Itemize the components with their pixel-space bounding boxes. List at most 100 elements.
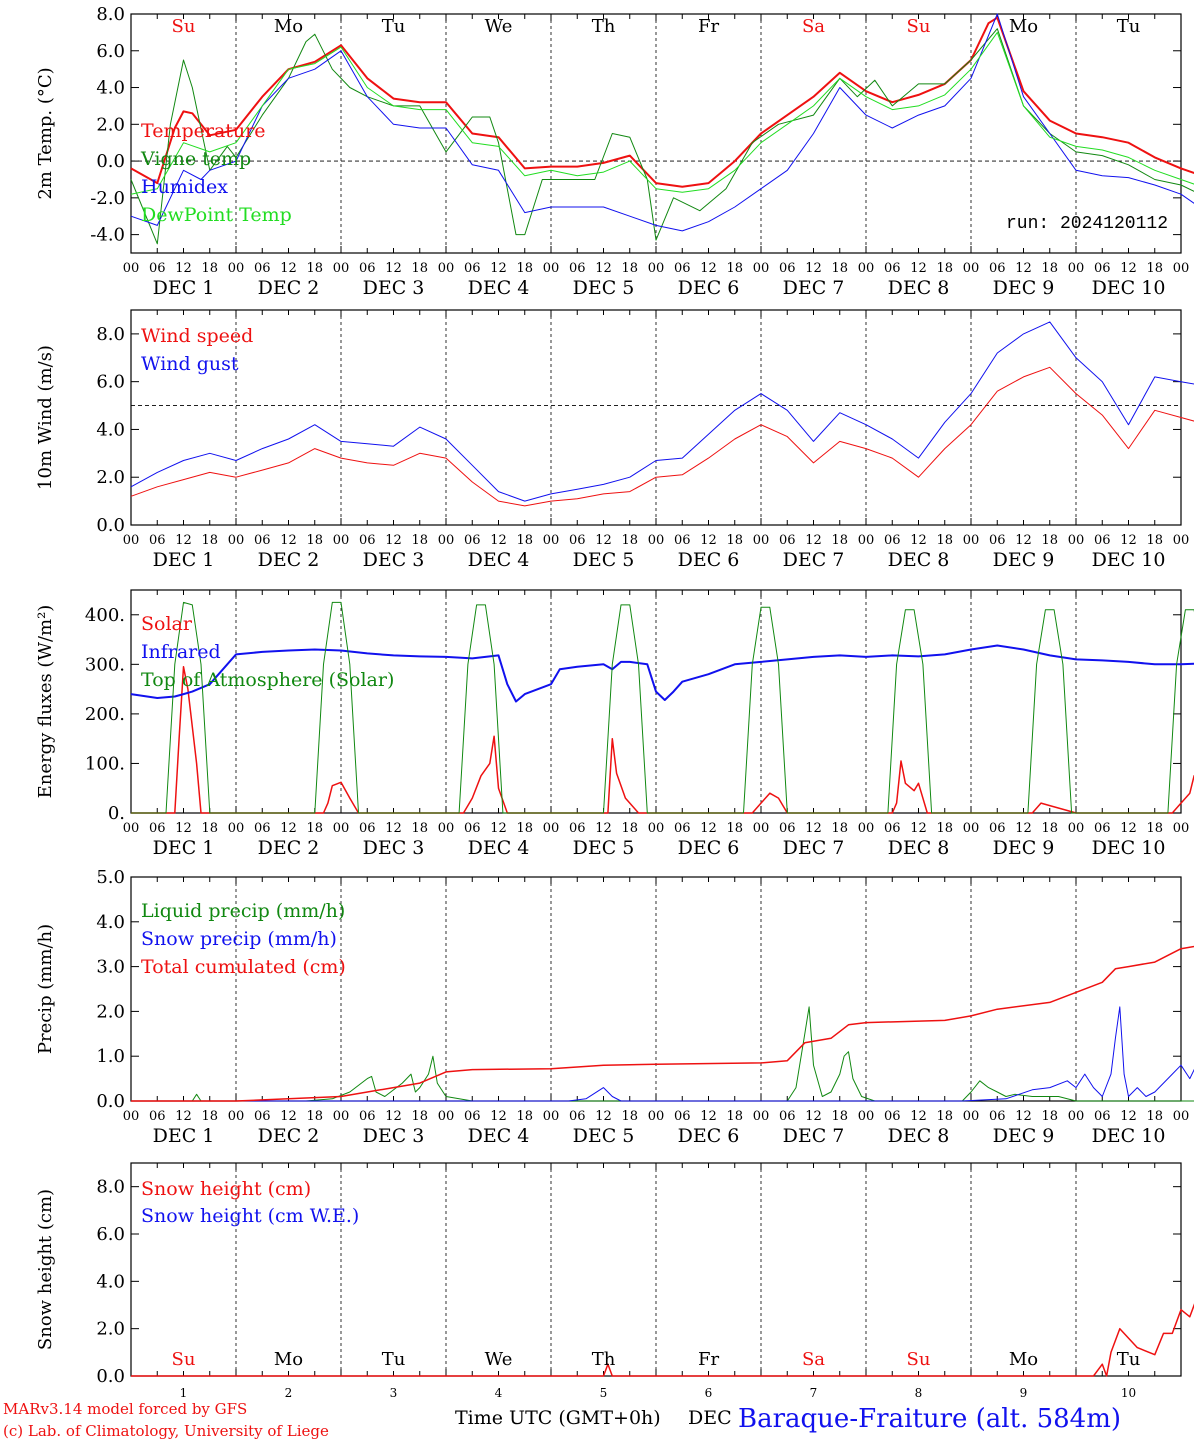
series-line xyxy=(131,666,1194,814)
hour-tick-label: 06 xyxy=(254,821,271,836)
hour-tick-label: 00 xyxy=(753,261,770,276)
day-number-label: 4 xyxy=(495,1386,503,1400)
hour-tick-label: 00 xyxy=(1068,821,1085,836)
date-label: DEC 2 xyxy=(258,837,320,859)
y-tick-label: 6.0 xyxy=(96,41,125,62)
hour-tick-label: 18 xyxy=(1041,821,1058,836)
hour-tick-label: 18 xyxy=(201,821,218,836)
weekday-label: We xyxy=(485,16,513,37)
hour-tick-label: 18 xyxy=(516,533,533,548)
day-number-label: 3 xyxy=(390,1386,398,1400)
hour-tick-label: 18 xyxy=(936,1109,953,1124)
hour-tick-label: 12 xyxy=(700,533,717,548)
hour-tick-label: 06 xyxy=(674,533,691,548)
series-line xyxy=(130,644,1194,703)
hour-tick-label: 12 xyxy=(385,533,402,548)
hour-tick-label: 06 xyxy=(989,1109,1006,1124)
y-tick-label: 400. xyxy=(85,605,125,626)
y-tick-label: 200. xyxy=(85,704,125,725)
day-number-label: 5 xyxy=(600,1386,608,1400)
y-tick-label: 2.0 xyxy=(96,1001,125,1022)
y-tick-label: -2.0 xyxy=(90,188,125,209)
hour-tick-label: 06 xyxy=(989,821,1006,836)
y-tick-label: 5.0 xyxy=(96,867,125,888)
hour-tick-label: 18 xyxy=(936,821,953,836)
hour-tick-label: 06 xyxy=(464,533,481,548)
date-label: DEC 5 xyxy=(573,837,635,859)
hour-tick-label: 18 xyxy=(306,821,323,836)
hour-tick-label: 06 xyxy=(359,1109,376,1124)
hour-tick-label: 12 xyxy=(805,533,822,548)
hour-tick-label: 12 xyxy=(385,821,402,836)
hour-tick-label: 06 xyxy=(1094,821,1111,836)
hour-tick-label: 12 xyxy=(490,533,507,548)
date-label: DEC 4 xyxy=(468,837,530,859)
hour-tick-label: 12 xyxy=(1015,821,1032,836)
series-line xyxy=(131,1006,1194,1102)
hour-tick-label: 18 xyxy=(306,1109,323,1124)
day-number-label: 2 xyxy=(285,1386,293,1400)
hour-tick-label: 18 xyxy=(621,261,638,276)
day-number-label: 9 xyxy=(1020,1386,1028,1400)
hour-tick-label: 12 xyxy=(1120,261,1137,276)
hour-tick-label: 06 xyxy=(254,533,271,548)
weekday-label: Tu xyxy=(1117,1349,1141,1370)
y-tick-label: -4.0 xyxy=(90,225,125,246)
hour-tick-label: 06 xyxy=(569,821,586,836)
weekday-label: Su xyxy=(172,1349,196,1370)
legend-entry: Solar xyxy=(141,613,193,635)
hour-tick-label: 12 xyxy=(1015,533,1032,548)
series-line xyxy=(131,1303,1194,1377)
hour-tick-label: 18 xyxy=(516,261,533,276)
copyright-credit: (c) Lab. of Climatology, University of L… xyxy=(3,1422,329,1440)
hour-tick-label: 00 xyxy=(858,533,875,548)
hour-tick-label: 06 xyxy=(569,533,586,548)
hour-tick-label: 18 xyxy=(936,261,953,276)
y-tick-label: 6.0 xyxy=(96,372,125,393)
hour-tick-label: 12 xyxy=(910,821,927,836)
hour-tick-label: 06 xyxy=(149,533,166,548)
y-tick-label: 8.0 xyxy=(96,1177,125,1198)
y-tick-label: 300. xyxy=(85,654,125,675)
hour-tick-label: 00 xyxy=(1068,261,1085,276)
hour-tick-label: 12 xyxy=(595,261,612,276)
hour-tick-label: 00 xyxy=(123,1109,140,1124)
hour-tick-label: 06 xyxy=(674,821,691,836)
series-line xyxy=(130,13,1194,232)
hour-tick-label: 18 xyxy=(1146,821,1163,836)
date-label: DEC 6 xyxy=(678,549,740,571)
hour-tick-label: 00 xyxy=(753,1109,770,1124)
hour-tick-label: 18 xyxy=(411,1109,428,1124)
weekday-label: Tu xyxy=(382,16,406,37)
weekday-label: Mo xyxy=(274,1349,303,1370)
series-line xyxy=(131,1006,1194,1102)
series-line xyxy=(130,321,1194,502)
legend-entry: Vigne temp xyxy=(140,148,251,170)
y-tick-label: 4.0 xyxy=(96,419,125,440)
hour-tick-label: 00 xyxy=(438,533,455,548)
hour-tick-label: 18 xyxy=(726,261,743,276)
y-axis-label: 10m Wind (m/s) xyxy=(35,345,56,490)
hour-tick-label: 12 xyxy=(1015,261,1032,276)
hour-tick-label: 18 xyxy=(306,533,323,548)
date-label: DEC 2 xyxy=(258,1125,320,1147)
date-label: DEC 9 xyxy=(993,1125,1055,1147)
panel-5: 0.0 2.0 4.0 6.0 8.0 Snow height (cm) Snow heig… xyxy=(35,1162,1194,1400)
hour-tick-label: 06 xyxy=(464,821,481,836)
hour-tick-label: 18 xyxy=(1041,533,1058,548)
hour-tick-label: 00 xyxy=(1173,533,1190,548)
hour-tick-label: 00 xyxy=(858,821,875,836)
hour-tick-label: 00 xyxy=(333,1109,350,1124)
day-number-label: 1 xyxy=(180,1386,188,1400)
hour-tick-label: 06 xyxy=(989,261,1006,276)
date-label: DEC 5 xyxy=(573,277,635,299)
date-label: DEC 3 xyxy=(363,837,425,859)
hour-tick-label: 00 xyxy=(858,261,875,276)
date-label: DEC 9 xyxy=(993,837,1055,859)
date-label: DEC 4 xyxy=(468,1125,530,1147)
hour-tick-label: 18 xyxy=(516,1109,533,1124)
date-label: DEC 5 xyxy=(573,1125,635,1147)
hour-tick-label: 12 xyxy=(700,261,717,276)
date-label: DEC 4 xyxy=(468,549,530,571)
series-line xyxy=(131,945,1194,1102)
